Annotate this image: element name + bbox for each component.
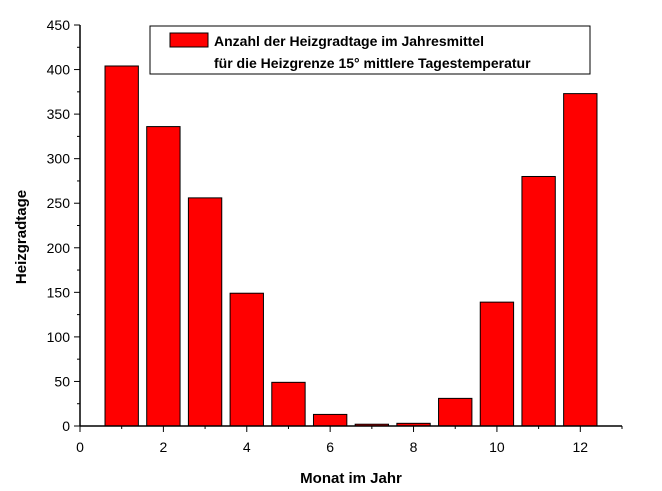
y-tick-label: 100 <box>47 329 71 345</box>
legend: Anzahl der Heizgradtage im Jahresmittel … <box>149 25 591 75</box>
x-axis-title: Monat im Jahr <box>300 470 402 487</box>
bar-month-10 <box>479 301 515 427</box>
y-tick-label: 350 <box>47 106 71 122</box>
x-tick-label: 0 <box>76 439 84 455</box>
bar-month-11 <box>521 175 556 427</box>
bar-month-12 <box>563 93 598 427</box>
y-tick-label: 50 <box>54 373 70 389</box>
legend-series-label: Anzahl der Heizgradtage im Jahresmittel <box>214 33 484 49</box>
bar-month-9 <box>438 397 473 427</box>
y-axis-title: Heizgradtage <box>13 190 30 284</box>
y-tick-label: 0 <box>62 418 70 434</box>
x-tick-label: 4 <box>243 439 251 455</box>
x-tick-label: 6 <box>326 439 334 455</box>
bars-group <box>104 65 598 427</box>
legend-frame <box>149 25 591 75</box>
x-tick-label: 8 <box>410 439 418 455</box>
y-tick-label: 450 <box>47 17 71 33</box>
x-tick-label: 2 <box>159 439 167 455</box>
bar-month-4 <box>229 292 264 427</box>
x-tick-label: 12 <box>573 439 589 455</box>
bar-month-2 <box>146 126 181 427</box>
y-tick-label: 250 <box>47 195 71 211</box>
y-tick-label: 200 <box>47 240 71 256</box>
bar-month-3 <box>187 197 223 427</box>
ticks-group: 0 50 100 150 200 250 300 350 400 450 0 2 4 6 8 10 12 <box>47 17 623 455</box>
bar-month-1 <box>104 65 139 427</box>
y-tick-label: 300 <box>47 151 71 167</box>
y-tick-label: 150 <box>47 284 71 300</box>
legend-swatch <box>169 32 209 48</box>
y-tick-label: 400 <box>47 62 71 78</box>
legend-series-label-line2: für die Heizgrenze 15° mittlere Tagestem… <box>214 55 531 71</box>
bar-month-6 <box>312 413 348 427</box>
bar-month-5 <box>271 381 306 427</box>
x-tick-label: 10 <box>489 439 505 455</box>
